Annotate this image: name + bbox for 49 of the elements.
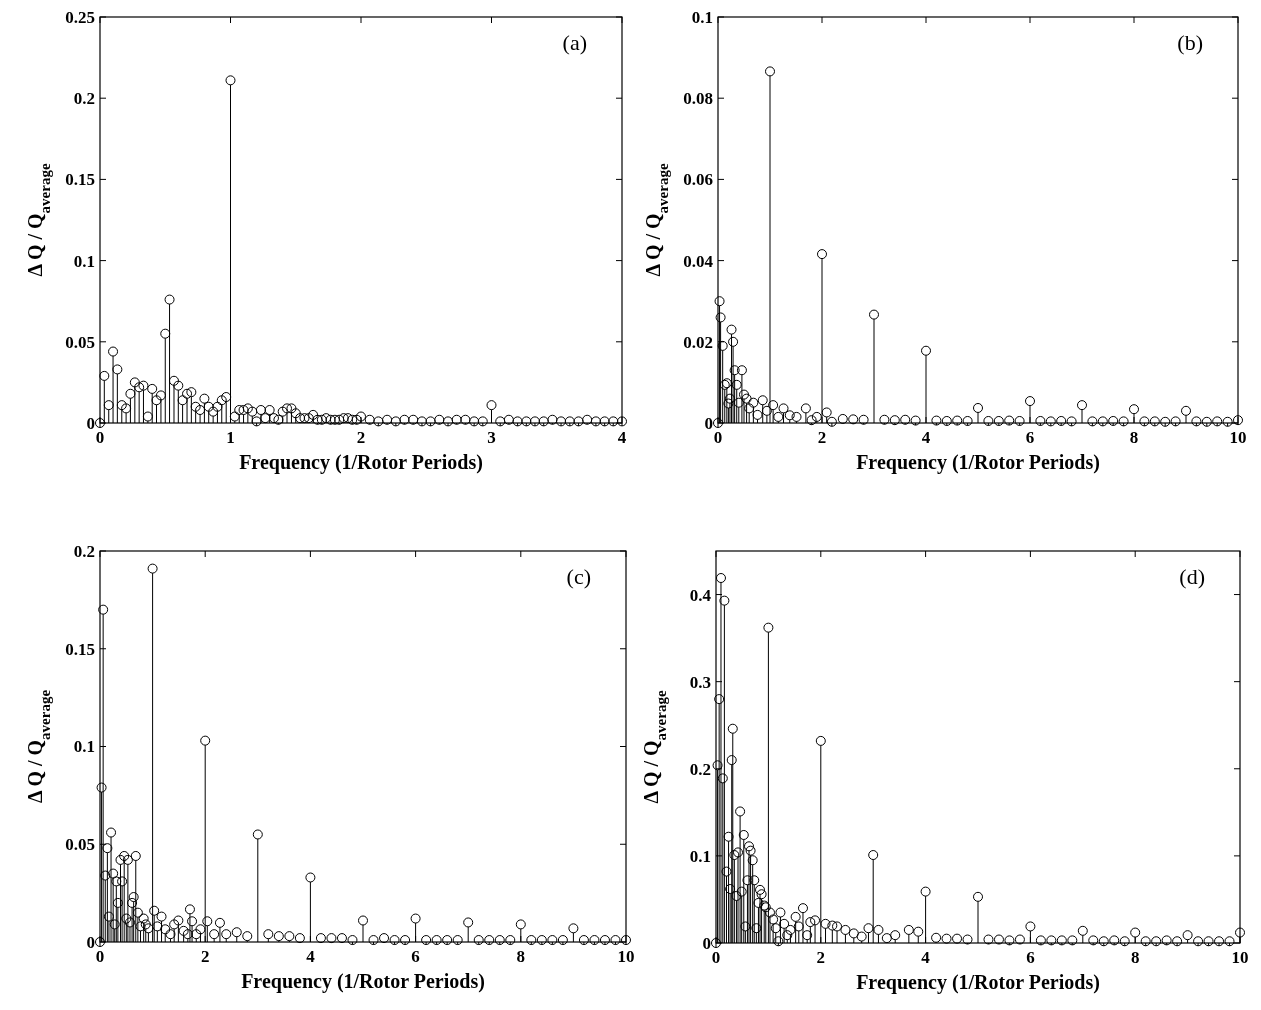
y-tick-label: 0.02 xyxy=(683,332,713,352)
y-tick-label: 0 xyxy=(86,932,95,952)
y-tick-label: 0 xyxy=(86,413,95,433)
x-tick-label: 4 xyxy=(617,428,627,447)
y-tick-label: 0.08 xyxy=(683,89,713,109)
y-tick-label: 0.2 xyxy=(689,759,711,779)
y-tick-label: 0.2 xyxy=(73,89,95,109)
y-tick-label: 0.25 xyxy=(65,7,95,27)
y-tick-label: 0.1 xyxy=(689,846,711,866)
y-tick-label: 0.04 xyxy=(683,251,714,271)
annotation: (a) xyxy=(562,30,587,55)
annotation: (d) xyxy=(1179,564,1205,589)
x-tick-label: 8 xyxy=(1129,428,1139,447)
y-tick-label: 0.06 xyxy=(683,170,713,190)
y-tick-label: 0.3 xyxy=(689,672,711,692)
x-axis-title: Frequency (1/Rotor Periods) xyxy=(856,971,1100,994)
x-axis-title: Frequency (1/Rotor Periods) xyxy=(241,970,485,993)
y-tick-label: 0.05 xyxy=(65,332,95,352)
x-tick-label: 10 xyxy=(1231,948,1249,967)
x-tick-label: 6 xyxy=(411,947,420,966)
x-tick-label: 1 xyxy=(226,428,235,447)
x-tick-label: 10 xyxy=(1229,428,1247,447)
x-tick-label: 6 xyxy=(1026,948,1035,967)
x-axis-title: Frequency (1/Rotor Periods) xyxy=(239,451,483,474)
y-tick-label: 0.1 xyxy=(691,7,713,27)
x-tick-label: 2 xyxy=(356,428,366,447)
y-tick-label: 0 xyxy=(704,413,713,433)
annotation: (c) xyxy=(566,564,591,589)
x-tick-label: 3 xyxy=(487,428,496,447)
y-tick-label: 0.05 xyxy=(65,835,95,855)
x-tick-label: 2 xyxy=(816,948,826,967)
x-tick-label: 2 xyxy=(817,428,827,447)
y-tick-label: 0.15 xyxy=(65,170,95,190)
x-tick-label: 8 xyxy=(1130,948,1140,967)
x-tick-label: 6 xyxy=(1025,428,1035,447)
annotation: (b) xyxy=(1177,30,1203,55)
y-tick-label: 0 xyxy=(702,933,711,953)
y-tick-label: 0.4 xyxy=(689,585,712,605)
y-tick-label: 0.1 xyxy=(73,737,95,757)
x-tick-label: 10 xyxy=(617,947,635,966)
x-tick-label: 8 xyxy=(516,947,526,966)
y-tick-label: 0.2 xyxy=(73,541,95,561)
x-axis-title: Frequency (1/Rotor Periods) xyxy=(856,451,1100,474)
x-tick-label: 4 xyxy=(921,428,931,447)
x-tick-label: 2 xyxy=(200,947,210,966)
x-tick-label: 4 xyxy=(306,947,316,966)
x-tick-label: 4 xyxy=(921,948,931,967)
y-tick-label: 0.15 xyxy=(65,639,95,659)
y-tick-label: 0.1 xyxy=(73,251,95,271)
